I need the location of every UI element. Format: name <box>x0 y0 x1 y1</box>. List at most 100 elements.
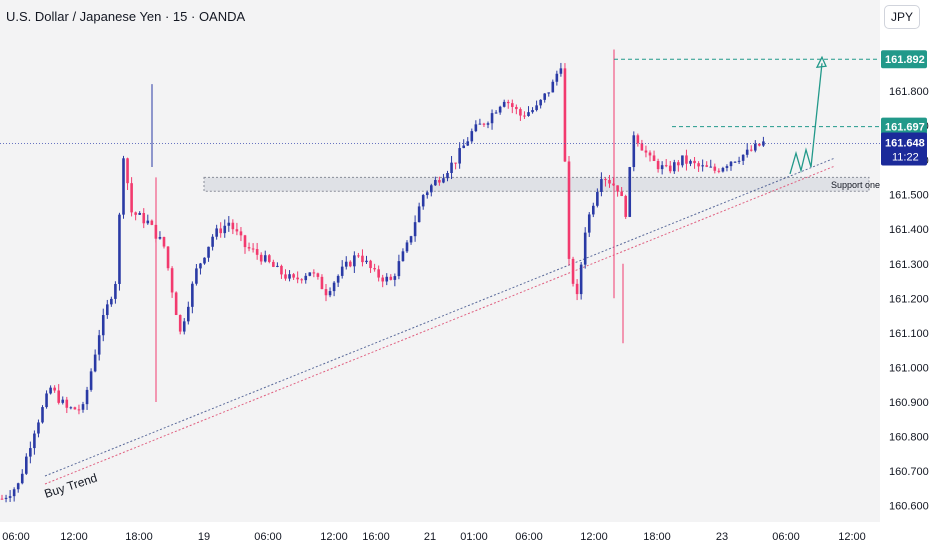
candle-body <box>425 192 429 196</box>
candle-body <box>150 220 154 225</box>
candle-body <box>693 160 696 164</box>
candle-body <box>203 257 206 264</box>
candle-body <box>114 283 117 299</box>
x-tick-label: 12:00 <box>580 531 608 543</box>
candle-body <box>89 371 93 390</box>
candle-body <box>632 135 636 168</box>
candle-body <box>450 162 453 174</box>
candle-body <box>361 255 364 263</box>
candle-body <box>320 276 324 290</box>
candle-body <box>490 113 494 124</box>
x-tick-label: 18:00 <box>125 531 153 543</box>
candle-body <box>110 298 113 305</box>
candle-body <box>187 306 190 322</box>
candle-body <box>0 498 4 500</box>
candle-body <box>583 232 587 265</box>
candle-body <box>243 235 247 248</box>
candle-body <box>563 68 567 162</box>
candle-body <box>373 268 376 270</box>
candle-body <box>681 155 684 166</box>
candle-body <box>656 160 660 170</box>
price-tag-bg <box>881 117 927 136</box>
time-axis-background <box>0 522 880 550</box>
price-tag-bg <box>881 50 927 69</box>
trend-line-blue <box>44 157 836 477</box>
candle-body <box>446 173 449 179</box>
candle-body <box>344 261 348 267</box>
candle-body <box>247 247 251 249</box>
candle-body <box>640 143 644 151</box>
current-price-label: 161.648 <box>885 138 925 150</box>
candle-body <box>644 150 648 153</box>
x-tick-label: 23 <box>716 531 728 543</box>
candle-body <box>97 335 101 355</box>
candle-body <box>442 178 445 183</box>
candle-body <box>721 167 725 172</box>
candle-body <box>579 264 583 295</box>
candle-body <box>405 242 409 252</box>
candle-body <box>413 222 417 237</box>
currency-button[interactable]: JPY <box>884 5 920 29</box>
candle-body <box>393 276 397 280</box>
candle-body <box>697 163 700 167</box>
x-tick-label: 12:00 <box>320 531 348 543</box>
projection-arrowhead <box>815 55 827 68</box>
candle-body <box>106 304 109 316</box>
candle-body <box>604 179 607 181</box>
candle-body <box>231 222 235 230</box>
candle-body <box>4 497 8 499</box>
candle-body <box>673 162 676 172</box>
y-tick-label: 161.300 <box>889 259 929 271</box>
candle-body <box>523 115 526 117</box>
candle-body <box>754 143 757 151</box>
candle-body <box>660 165 664 170</box>
candle-body <box>474 124 478 132</box>
candle-body <box>280 265 283 275</box>
current-price-tag-bg <box>881 132 927 166</box>
candle-body <box>502 101 506 107</box>
candle-body <box>8 496 12 498</box>
candle-body <box>498 106 502 113</box>
candle-body <box>434 180 437 186</box>
candle-body <box>284 274 287 279</box>
support-zone <box>203 176 870 192</box>
candle-body <box>705 165 708 167</box>
candle-body <box>466 141 470 146</box>
candle-body <box>12 489 16 497</box>
candle-body <box>389 276 393 280</box>
candle-body <box>430 185 433 193</box>
candle-body <box>182 321 186 332</box>
candle-body <box>628 167 632 217</box>
candle-body <box>636 135 640 144</box>
candle-body <box>134 212 137 215</box>
candle-body <box>737 160 741 162</box>
candle-body <box>199 263 202 269</box>
candle-body <box>664 165 668 167</box>
candle-body <box>308 272 312 276</box>
candle-body <box>357 255 360 257</box>
countdown-label: 11:22 <box>892 152 919 164</box>
candle-body <box>191 283 194 307</box>
candle-body <box>494 112 498 114</box>
candle-body <box>506 101 510 104</box>
x-tick-label: 06:00 <box>2 531 30 543</box>
candle-body <box>45 393 48 408</box>
price-axis: 161.800161.700161.600161.500161.400161.3… <box>889 86 929 513</box>
candle-body <box>547 92 551 94</box>
candle-body <box>61 399 65 403</box>
candle-body <box>73 407 77 410</box>
x-tick-label: 21 <box>424 531 436 543</box>
candle-body <box>227 222 231 226</box>
y-tick-label: 161.100 <box>889 328 929 340</box>
candle-body <box>292 274 295 278</box>
candle-body <box>81 404 85 410</box>
candle-body <box>515 106 518 110</box>
candle-body <box>162 237 166 247</box>
candle-body <box>709 166 713 168</box>
price-tag-label: 161.892 <box>885 54 925 66</box>
candle-body <box>539 99 542 106</box>
chart-title: U.S. Dollar / Japanese Yen · 15 · OANDA <box>6 9 246 24</box>
y-tick-label: 161.800 <box>889 86 929 98</box>
